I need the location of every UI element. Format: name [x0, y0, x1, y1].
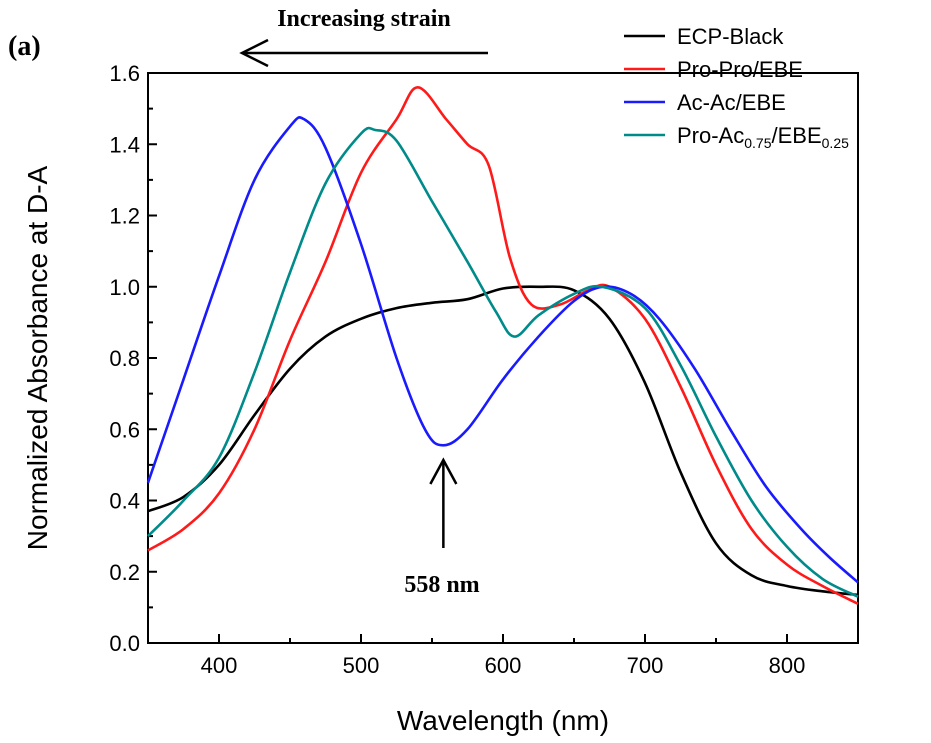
- x-axis-label: Wavelength (nm): [397, 705, 609, 736]
- y-tick-label: 0.6: [109, 417, 140, 442]
- plot-frame: [147, 72, 859, 644]
- legend-label: Pro-Pro/EBE: [677, 57, 803, 82]
- x-tick-label: 800: [769, 653, 806, 678]
- legend-label: Pro-Ac0.75/EBE0.25: [677, 123, 849, 151]
- x-tick-label: 500: [343, 653, 380, 678]
- marker-arrowhead: [429, 457, 458, 485]
- x-tick-label: 400: [201, 653, 238, 678]
- legend: ECP-Black Pro-Pro/EBE Ac-Ac/EBE Pro-Ac0.75/…: [624, 24, 849, 151]
- y-tick-label: 0.4: [109, 489, 140, 514]
- series-line-3: [146, 116, 859, 584]
- increasing-strain-label: Increasing strain: [277, 6, 451, 32]
- legend-label: Ac-Ac/EBE: [677, 90, 786, 115]
- y-axis-label: Normalized Absorbance at D-A: [22, 165, 53, 550]
- legend-label: ECP-Black: [677, 24, 784, 49]
- y-axis-ticks: 0.0 0.2 0.4 0.6 0.8 1.0 1.2 1.4 1.6: [109, 61, 157, 656]
- y-tick-label: 1.0: [109, 275, 140, 300]
- y-tick-label: 1.4: [109, 132, 140, 157]
- series-layer: [146, 86, 859, 605]
- panel-label: (a): [8, 31, 41, 62]
- increasing-strain-arrowhead: [239, 38, 269, 68]
- x-tick-label: 600: [485, 653, 522, 678]
- peak-marker-annotation: 558 nm: [404, 457, 480, 598]
- increasing-strain-annotation: Increasing strain: [239, 6, 488, 68]
- y-tick-label: 1.6: [109, 61, 140, 86]
- marker-label: 558 nm: [404, 572, 479, 598]
- x-tick-label: 700: [627, 653, 664, 678]
- y-tick-label: 1.2: [109, 204, 140, 229]
- x-axis-ticks: 400 500 600 700 800: [147, 634, 859, 678]
- y-tick-label: 0.2: [109, 560, 140, 585]
- y-tick-label: 0.0: [109, 631, 140, 656]
- series-line-4: [147, 126, 859, 598]
- y-tick-label: 0.8: [109, 346, 140, 371]
- series-line-1: [147, 285, 859, 597]
- series-line-2: [147, 86, 859, 605]
